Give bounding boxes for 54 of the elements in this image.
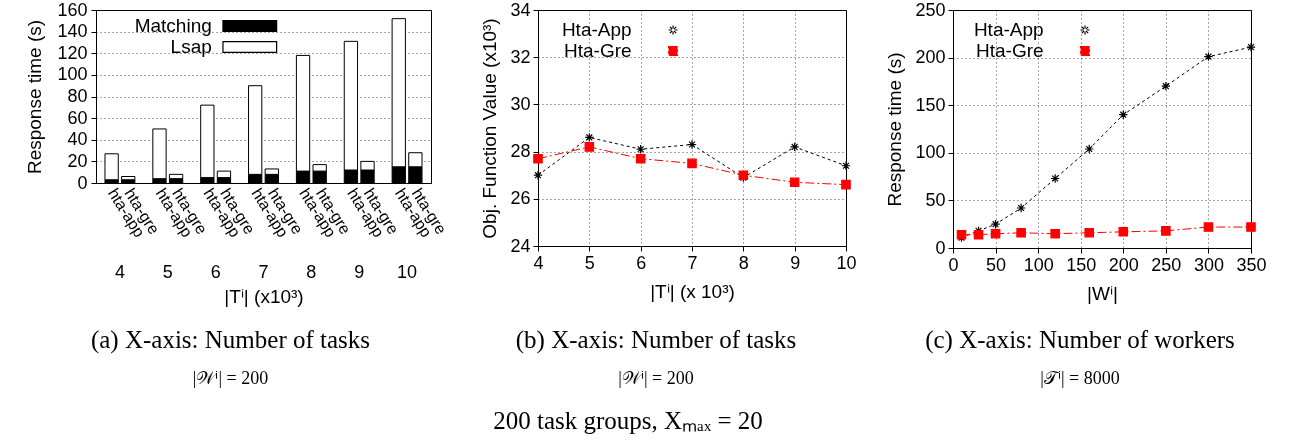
y-tick-label: 40 [67, 129, 88, 150]
y-tick-label: 100 [915, 142, 946, 163]
x-tick-label: 4 [533, 252, 544, 273]
text: (a) X-axis: Number of tasks [90, 326, 371, 354]
x-tick-label: 150 [1066, 254, 1097, 275]
y-tick-label: 80 [67, 86, 88, 106]
x-axis-title: |Wⁱ| [1087, 282, 1118, 304]
legend-label: Hta-Gre [976, 40, 1044, 61]
legend-label: Hta-App [973, 19, 1044, 40]
x-tick-label: 10 [836, 252, 857, 273]
y-axis-title: Obj. Function Value (x10³) [479, 18, 501, 239]
x-tick-label: 200 [1108, 254, 1139, 275]
y-tick-label: 200 [915, 47, 946, 68]
y-tick-label: 24 [510, 235, 531, 256]
text: |𝒲ⁱ| = 200 [192, 368, 269, 388]
text: 200 task groups, Xₘₐₓ = 20 [493, 407, 763, 434]
x-tick-label: 350 [1236, 254, 1267, 275]
x-tick-label: 7 [687, 252, 698, 273]
y-tick-label: 250 [915, 0, 946, 20]
y-axis-title: Response time (s) [884, 52, 906, 207]
x-tick-label: 9 [790, 252, 801, 273]
text: (b) X-axis: Number of tasks [515, 326, 797, 354]
y-tick-label: 26 [510, 188, 531, 209]
x-tick-label: 6 [636, 252, 647, 273]
y-tick-label: 32 [510, 46, 531, 67]
x-tick-label: 50 [986, 254, 1007, 275]
x-tick-label: 8 [738, 252, 749, 273]
y-tick-label: 160 [57, 0, 88, 20]
x-tick-label: 300 [1193, 254, 1224, 275]
y-tick-label: 120 [57, 42, 88, 63]
x-tick-label: 0 [948, 254, 959, 275]
legend-label: Hta-Gre [564, 40, 632, 61]
y-tick-label: 30 [510, 93, 531, 114]
y-tick-label: 0 [935, 237, 946, 258]
y-axis-title: Response time (s) [24, 19, 46, 175]
y-tick-label: 28 [510, 141, 531, 162]
x-tick-label: 100 [1023, 254, 1054, 275]
legend-label: Lsap [170, 36, 212, 57]
legend-label: Matching [134, 15, 212, 36]
x-tick-label: 5 [584, 252, 595, 273]
y-tick-label: 60 [67, 107, 88, 128]
x-axis-title: |Tⁱ| (x 10³) [650, 280, 735, 302]
y-tick-label: 0 [77, 172, 88, 193]
text: (c) X-axis: Number of workers [925, 326, 1235, 354]
legend-label: Hta-App [561, 19, 632, 40]
x-axis-title: |Tⁱ| (x10³) [224, 285, 304, 307]
y-tick-label: 150 [915, 94, 946, 115]
y-tick-label: 20 [67, 150, 88, 171]
x-tick-label: 250 [1151, 254, 1182, 275]
y-tick-label: 34 [510, 0, 531, 20]
y-tick-label: 140 [57, 21, 88, 42]
text: |𝒲ⁱ| = 200 [618, 368, 694, 388]
text: |𝒯ⁱ| = 8000 [1040, 368, 1120, 388]
y-tick-label: 100 [57, 64, 88, 85]
